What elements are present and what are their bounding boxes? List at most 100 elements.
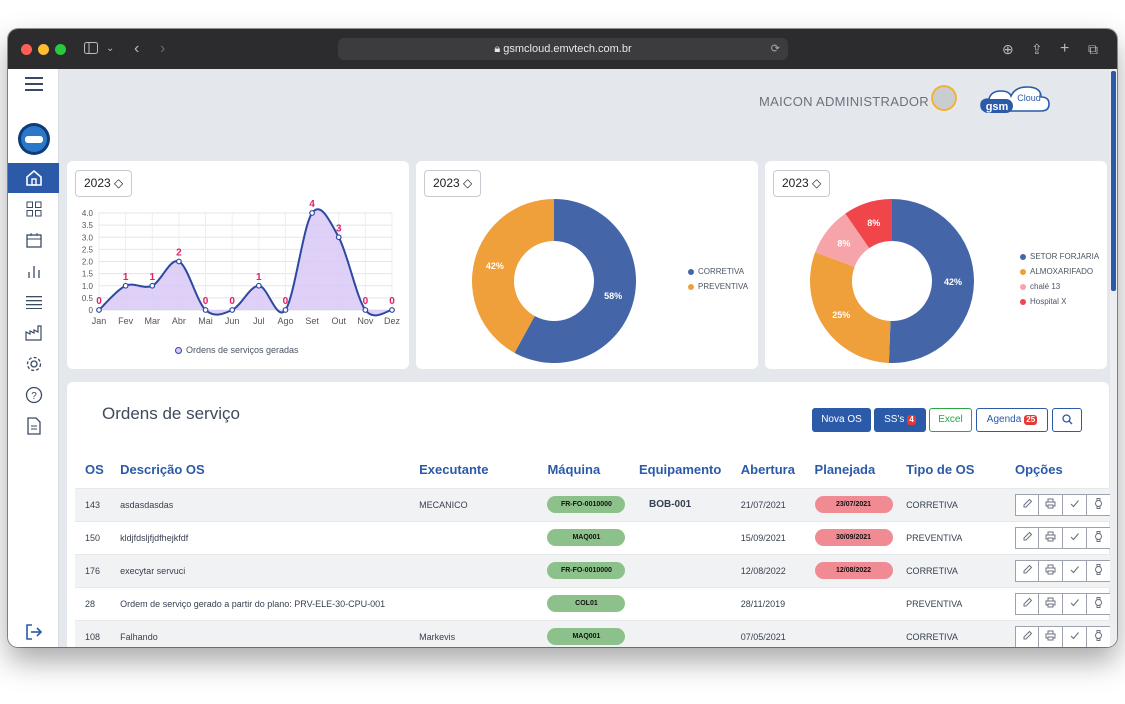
print-button[interactable] xyxy=(1039,592,1063,615)
check-button[interactable] xyxy=(1063,592,1087,615)
legend-item[interactable]: SETOR FORJARIA xyxy=(1020,252,1099,261)
ss-button[interactable]: SS's 4 xyxy=(874,408,926,432)
logout-icon[interactable] xyxy=(8,617,59,647)
cell-executante: MECANICO xyxy=(409,487,538,521)
sidebar-item-calendar[interactable] xyxy=(8,225,59,255)
data-point xyxy=(229,307,236,313)
legend-item[interactable]: CORRETIVA xyxy=(688,267,748,276)
watch-button[interactable] xyxy=(1087,625,1111,647)
legend-item[interactable]: Hospital X xyxy=(1020,297,1099,306)
y-tick-label: 3.5 xyxy=(82,221,94,230)
translate-reload-icon[interactable]: ⟳ xyxy=(770,43,780,55)
sidebar-item-reports[interactable] xyxy=(8,256,59,286)
col-planejada[interactable]: Planejada xyxy=(814,462,876,478)
legend-item[interactable]: PREVENTIVA xyxy=(688,282,748,291)
machine-badge: FR-FO-0010000 xyxy=(547,562,626,579)
user-avatar[interactable] xyxy=(929,83,959,113)
data-point xyxy=(122,282,129,289)
sidebar-toggle-icon[interactable] xyxy=(84,41,98,57)
legend-item[interactable]: chalé 13 xyxy=(1020,282,1099,291)
col-tipo[interactable]: Tipo de OS xyxy=(906,462,975,478)
check-button[interactable] xyxy=(1063,493,1087,516)
print-button[interactable] xyxy=(1039,625,1063,647)
pie1-year-select[interactable]: 2023 ◇ xyxy=(424,170,482,197)
search-button[interactable] xyxy=(1052,408,1082,432)
share-icon[interactable]: ⇪ xyxy=(1031,41,1043,57)
watch-button[interactable] xyxy=(1087,559,1111,582)
tabs-overview-icon[interactable]: ⧉ xyxy=(1088,41,1098,57)
edit-button[interactable] xyxy=(1015,559,1039,582)
machine-badge: COL01 xyxy=(547,595,626,612)
check-icon xyxy=(1069,630,1080,643)
x-tick-label: Abr xyxy=(172,316,186,326)
sidebar-item-help[interactable]: ? xyxy=(8,380,59,410)
scrollbar-thumb[interactable] xyxy=(1111,71,1116,291)
excel-button[interactable]: Excel xyxy=(929,408,972,432)
machine-badge: FR-FO-0010000 xyxy=(547,496,626,513)
col-maquina[interactable]: Máquina xyxy=(547,462,601,478)
minimize-window-button[interactable] xyxy=(38,44,49,55)
cell-planejada: 30/09/2021 xyxy=(804,520,897,554)
cell-tipo: CORRETIVA xyxy=(896,487,991,521)
user-name[interactable]: MAICON ADMINISTRADOR xyxy=(759,94,929,109)
y-tick-label: 3.0 xyxy=(82,233,94,242)
table-row[interactable]: 108 Falhando Markevis MAQ001 07/05/2021 CORRE… xyxy=(75,619,1111,647)
check-icon xyxy=(1069,564,1080,577)
col-executante[interactable]: Executante xyxy=(419,462,489,478)
edit-button[interactable] xyxy=(1015,592,1039,615)
watch-button[interactable] xyxy=(1087,493,1111,516)
edit-button[interactable] xyxy=(1015,625,1039,647)
data-point xyxy=(96,307,102,313)
check-button[interactable] xyxy=(1063,526,1087,549)
watch-button[interactable] xyxy=(1087,592,1111,615)
edit-button[interactable] xyxy=(1015,493,1039,516)
planned-date-badge: 23/07/2021 xyxy=(814,496,893,513)
sidebar-item-factory[interactable] xyxy=(8,318,59,348)
row-options xyxy=(1015,493,1111,516)
sidebar-item-documents[interactable] xyxy=(8,411,59,441)
page-scrollbar[interactable] xyxy=(1110,69,1117,647)
pie1-legend: CORRETIVA PREVENTIVA xyxy=(688,267,748,297)
line-chart-legend[interactable]: Ordens de serviços geradas xyxy=(175,345,299,355)
col-descricao[interactable]: Descrição OS xyxy=(120,462,205,478)
chevron-down-icon[interactable]: ⌄ xyxy=(106,43,115,54)
edit-button[interactable] xyxy=(1015,526,1039,549)
hamburger-menu-icon[interactable] xyxy=(8,69,59,99)
table-row[interactable]: 143 asdasdasdas MECANICO FR-FO-0010000 BOB-0… xyxy=(75,487,1111,521)
table-row[interactable]: 176 execytar servuci FR-FO-0010000 12/08/20… xyxy=(75,553,1111,587)
table-row[interactable]: 28 Ordem de serviço gerado a partir do pl… xyxy=(75,586,1111,620)
col-equipamento[interactable]: Equipamento xyxy=(638,462,722,478)
table-row[interactable]: 150 kldjfdsljfjdfhejkfdf MAQ001 15/09/2021 3… xyxy=(75,520,1111,554)
pie1-chart: 58% 42% xyxy=(472,199,636,363)
check-button[interactable] xyxy=(1063,559,1087,582)
print-button[interactable] xyxy=(1039,559,1063,582)
sidebar-item-settings[interactable] xyxy=(8,349,59,379)
data-label: 1 xyxy=(256,272,262,283)
brand-logo: gsm Cloud xyxy=(973,81,1069,117)
print-button[interactable] xyxy=(1039,526,1063,549)
agenda-button[interactable]: Agenda 25 xyxy=(976,408,1048,432)
print-button[interactable] xyxy=(1039,493,1063,516)
legend-item[interactable]: ALMOXARIFADO xyxy=(1020,267,1099,276)
new-tab-icon[interactable]: + xyxy=(1060,40,1070,57)
pie2-year-select[interactable]: 2023 ◇ xyxy=(773,170,831,197)
download-icon[interactable]: ⊕ xyxy=(1002,41,1014,57)
check-button[interactable] xyxy=(1063,625,1087,647)
legend-dot-icon xyxy=(1020,253,1026,260)
maximize-window-button[interactable] xyxy=(55,44,66,55)
col-abertura[interactable]: Abertura xyxy=(740,462,795,478)
cell-tipo: CORRETIVA xyxy=(896,619,991,647)
sidebar-item-grid[interactable] xyxy=(8,194,59,224)
sidebar-item-list[interactable] xyxy=(8,287,59,317)
watch-button[interactable] xyxy=(1087,526,1111,549)
line-chart-year-select[interactable]: 2023 ◇ xyxy=(75,170,133,197)
address-bar[interactable]: 🔒︎ gsmcloud.emvtech.com.br ⟳ xyxy=(338,38,788,60)
data-point xyxy=(335,234,342,241)
nova-os-button[interactable]: Nova OS xyxy=(812,408,871,432)
back-icon[interactable]: ‹ xyxy=(134,40,140,57)
forward-icon[interactable]: › xyxy=(160,40,166,57)
col-os[interactable]: OS xyxy=(85,462,104,478)
sidebar-item-home[interactable] xyxy=(8,163,59,193)
close-window-button[interactable] xyxy=(21,44,32,55)
